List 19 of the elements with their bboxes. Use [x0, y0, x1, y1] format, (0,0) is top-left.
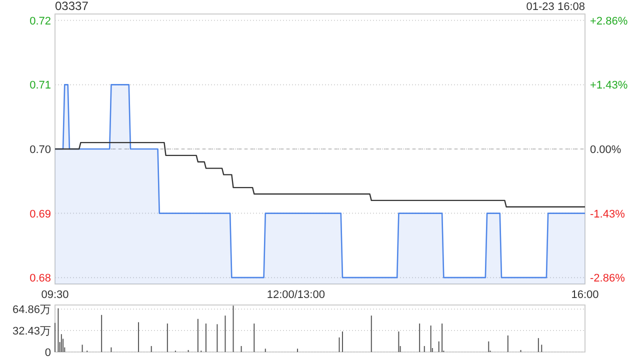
y-tick-label: 0.71 — [30, 80, 51, 92]
y-tick-label: 32.43万 — [12, 326, 51, 338]
y-tick-label: 0.70 — [30, 144, 51, 156]
y2-tick-label: +1.43% — [590, 80, 628, 92]
y-tick-label: 0.68 — [30, 272, 51, 285]
y-tick-label: 64.86万 — [12, 304, 51, 316]
y2-tick-label: +2.86% — [590, 15, 628, 28]
y-tick-label: 0 — [44, 347, 51, 359]
line-series — [54, 142, 586, 208]
y-tick-label: 0.72 — [30, 15, 51, 28]
x-tick-label: 09:30 — [41, 289, 69, 301]
y2-tick-label: -2.86% — [590, 272, 626, 285]
y-tick-label: 0.69 — [30, 208, 51, 220]
y2-tick-label: 0.00% — [590, 144, 622, 156]
x-tick-label: 16:00 — [571, 289, 599, 301]
chart-subtitle: 01-23 16:08 — [526, 1, 585, 13]
x-tick-label: 12:00/13:00 — [266, 289, 325, 301]
chart-title: 03337 — [55, 0, 89, 13]
y2-tick-label: -1.43% — [590, 208, 626, 220]
